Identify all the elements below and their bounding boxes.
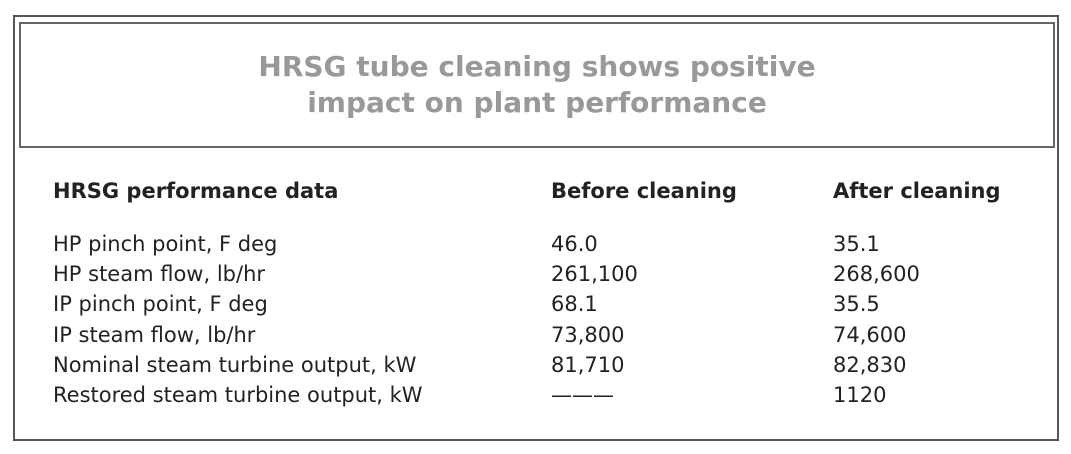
cell-value: 74,600: [833, 322, 907, 347]
row-label: Restored steam turbine output, kW: [53, 383, 423, 407]
cell-value: 35.1: [833, 232, 880, 256]
cell-value: 35.5: [833, 292, 880, 317]
cell-value: 73,800: [551, 322, 625, 347]
row-label: IP steam flow, lb/hr: [53, 322, 256, 347]
cell-value: 68.1: [551, 292, 598, 317]
column-header: HRSG performance data: [53, 179, 339, 203]
cell-value: 46.0: [551, 232, 598, 256]
cell-value: 268,600: [833, 262, 920, 287]
column-header: After cleaning: [833, 179, 1001, 203]
title-box: HRSG tube cleaning shows positive impact…: [19, 22, 1055, 148]
title-line: HRSG tube cleaning shows positive: [258, 50, 816, 83]
cell-value: 81,710: [551, 352, 625, 377]
row-label: Nominal steam turbine output, kW: [53, 352, 417, 377]
cell-value: 82,830: [833, 352, 907, 377]
row-label: HP steam flow, lb/hr: [53, 262, 266, 287]
row-label: HP pinch point, F deg: [53, 232, 278, 256]
title-line: impact on plant performance: [307, 86, 767, 119]
column-header: Before cleaning: [551, 179, 737, 203]
row-label: IP pinch point, F deg: [53, 292, 268, 317]
cell-value: 1120: [833, 383, 887, 407]
cell-value: 261,100: [551, 262, 638, 287]
frame: [13, 15, 1059, 441]
cell-value: ———: [551, 383, 614, 407]
